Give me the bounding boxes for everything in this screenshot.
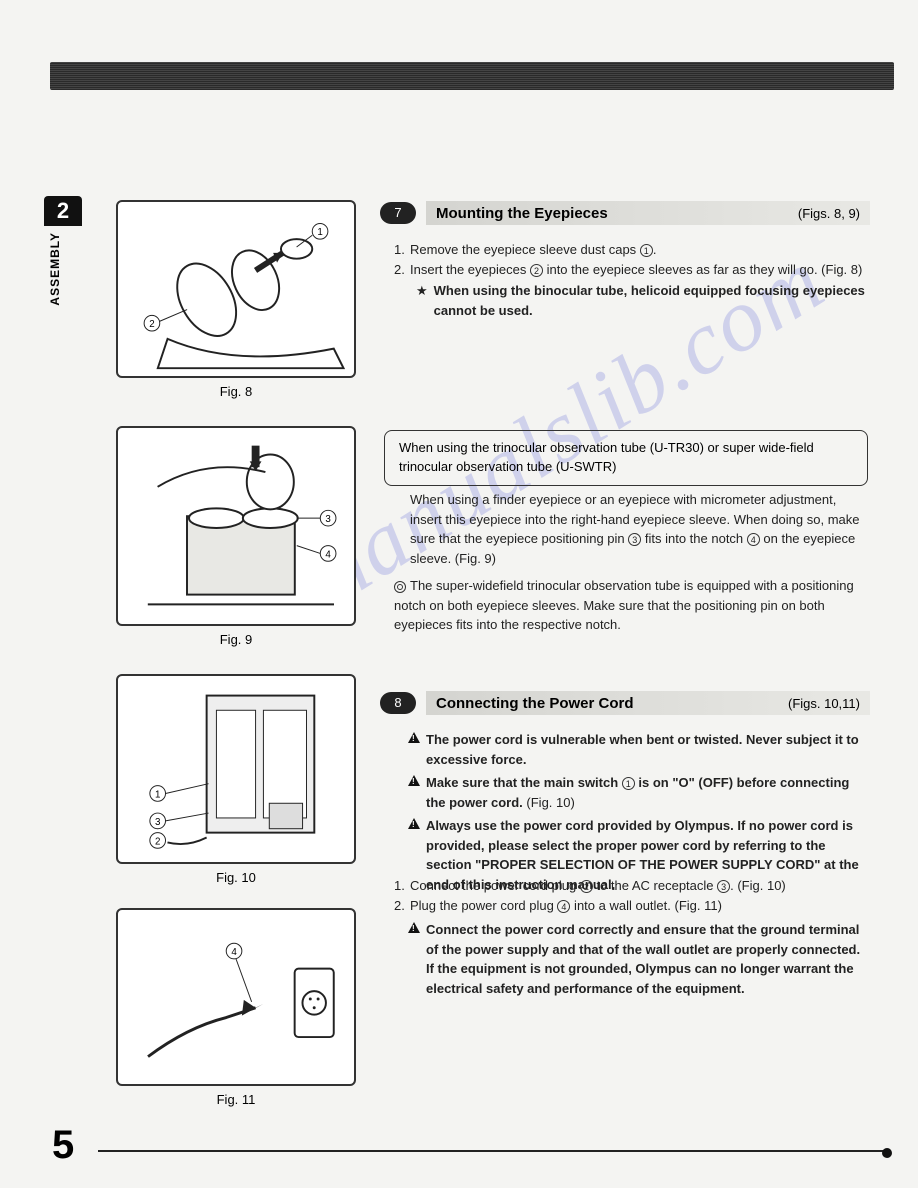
warning-icon [408, 732, 420, 743]
warning-icon [408, 818, 420, 829]
callout-1b: 1 [622, 777, 635, 790]
section-8-head: 8 Connecting the Power Cord (Figs. 10,11… [380, 690, 870, 716]
chapter-badge: 2 [44, 196, 82, 226]
page-number: 5 [52, 1123, 74, 1168]
figure-9-caption: Fig. 9 [116, 632, 356, 647]
section-8-warnings: The power cord is vulnerable when bent o… [408, 730, 870, 898]
section-7-number: 7 [380, 202, 416, 224]
figure-10: 1 3 2 [116, 674, 356, 864]
callout-3b: 3 [717, 880, 730, 893]
page-dot [882, 1148, 892, 1158]
callout-3: 3 [628, 533, 641, 546]
section-8-title-bar: Connecting the Power Cord (Figs. 10,11) [426, 691, 870, 715]
callout-4: 4 [747, 533, 760, 546]
s8-i1a: Connect the power cord plug [410, 878, 580, 893]
section-7-title-bar: Mounting the Eyepieces (Figs. 8, 9) [426, 201, 870, 225]
s7-item2-pre: Insert the eyepieces [410, 262, 530, 277]
figure-8-svg: 1 2 [118, 202, 354, 376]
s7-star-text: When using the binocular tube, helicoid … [434, 281, 870, 320]
svg-text:1: 1 [155, 789, 160, 800]
s8-i2b: into a wall outlet. (Fig. 11) [570, 898, 722, 913]
page-rule [98, 1150, 888, 1152]
section-8-steps: 1.Connect the power cord plug 2 to the A… [394, 876, 870, 915]
s8-w2a: Make sure that the main switch [426, 775, 622, 790]
figure-10-svg: 1 3 2 [118, 676, 354, 862]
section-8-ref: (Figs. 10,11) [788, 696, 860, 711]
section-7-ref: (Figs. 8, 9) [798, 206, 860, 221]
callout-4b: 4 [557, 900, 570, 913]
figure-10-caption: Fig. 10 [116, 870, 356, 885]
figure-9: 3 4 [116, 426, 356, 626]
trinocular-note-box: When using the trinocular observation tu… [384, 430, 868, 486]
svg-text:2: 2 [149, 319, 154, 330]
section-7-head: 7 Mounting the Eyepieces (Figs. 8, 9) [380, 200, 870, 226]
callout-2b: 2 [580, 880, 593, 893]
svg-text:4: 4 [325, 549, 331, 560]
section-8-number: 8 [380, 692, 416, 714]
note-box-text: When using the trinocular observation tu… [399, 440, 814, 474]
header-bar [50, 62, 894, 90]
s8-warn1: The power cord is vulnerable when bent o… [426, 730, 870, 769]
s8-i2a: Plug the power cord plug [410, 898, 557, 913]
figure-11: 4 [116, 908, 356, 1086]
figure-9-svg: 3 4 [118, 428, 354, 624]
s8-i1c: . (Fig. 10) [730, 878, 786, 893]
callout-1: 1 [640, 244, 653, 257]
section-8-warn4: Connect the power cord correctly and ens… [408, 920, 870, 1002]
svg-text:2: 2 [155, 836, 160, 847]
svg-text:4: 4 [231, 947, 237, 958]
s8-warn4: Connect the power cord correctly and ens… [426, 920, 870, 998]
s7-item2-post: into the eyepiece sleeves as far as they… [543, 262, 862, 277]
section-7-para2: The super-widefield trinocular observati… [394, 576, 870, 635]
section-8-title: Connecting the Power Cord [436, 695, 634, 712]
section-7-para1: When using a finder eyepiece or an eyepi… [410, 490, 870, 568]
s8-i1b: to the AC receptacle [593, 878, 717, 893]
warning-icon [408, 775, 420, 786]
svg-text:3: 3 [155, 817, 160, 828]
figure-8-caption: Fig. 8 [116, 384, 356, 399]
callout-2: 2 [530, 264, 543, 277]
s8-w2post: (Fig. 10) [523, 795, 575, 810]
figure-11-caption: Fig. 11 [116, 1092, 356, 1107]
s7-item1-pre: Remove the eyepiece sleeve dust caps [410, 242, 640, 257]
svg-text:1: 1 [317, 227, 322, 238]
s7-item1-post: . [653, 242, 657, 257]
svg-text:3: 3 [325, 514, 331, 525]
section-7-title: Mounting the Eyepieces [436, 205, 608, 222]
figure-8: 1 2 [116, 200, 356, 378]
warning-icon [408, 922, 420, 933]
double-circle-icon [394, 581, 406, 593]
side-label: ASSEMBLY [48, 232, 62, 306]
star-icon: ★ [416, 281, 428, 320]
section-7-body: 1.Remove the eyepiece sleeve dust caps 1… [394, 240, 870, 320]
s7-p2: The super-widefield trinocular observati… [394, 578, 854, 632]
figure-11-svg: 4 [118, 910, 354, 1084]
s7-p1b: fits into the notch [641, 531, 747, 546]
